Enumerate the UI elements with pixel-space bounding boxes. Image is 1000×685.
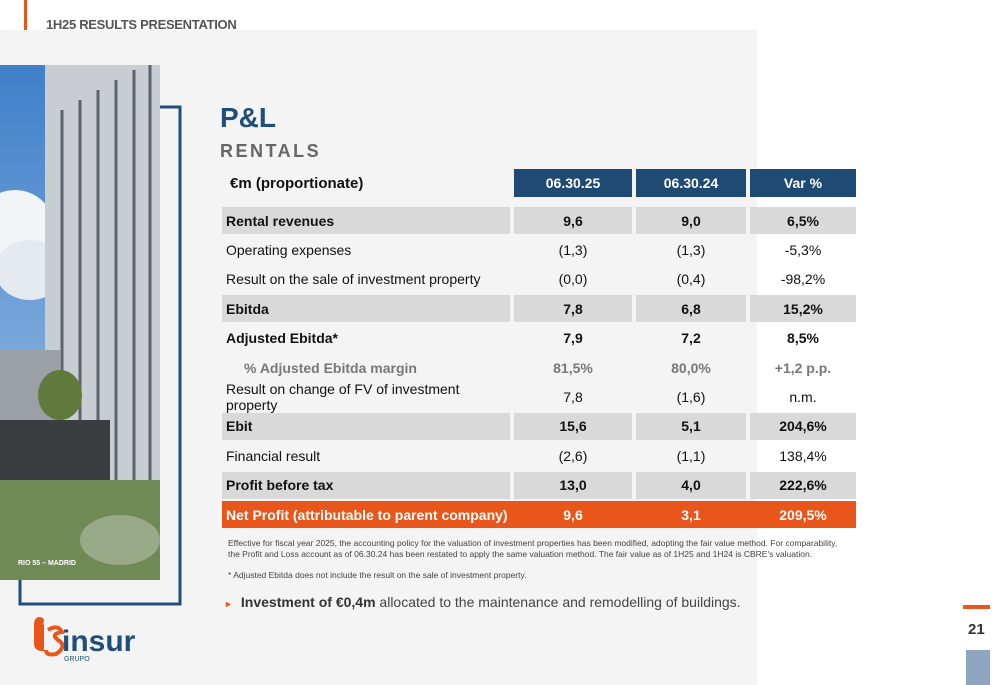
label-cell: % Adjusted Ebitda margin bbox=[244, 359, 417, 376]
value-cell: 9,6 bbox=[563, 506, 583, 523]
value-cell: 15,2% bbox=[750, 295, 856, 323]
header-cell: €m (proportionate) bbox=[230, 174, 364, 192]
logo-text: insur bbox=[62, 625, 136, 658]
logo-subtext: GRUPO bbox=[64, 656, 90, 663]
value-cell: 7,2 bbox=[681, 330, 701, 347]
footnote: * Adjusted Ebitda does not include the r… bbox=[228, 570, 527, 580]
value-cell: 80,0% bbox=[671, 359, 711, 376]
value-cell: (1,6) bbox=[676, 388, 706, 405]
bullet-bold: Investment of €0,4m bbox=[240, 594, 376, 610]
value-cell: 204,6% bbox=[750, 412, 856, 440]
value-cell: -98,2% bbox=[780, 271, 826, 288]
table-row: Result on the sale of investment propert… bbox=[222, 266, 856, 293]
value-cell: 3,1 bbox=[681, 506, 701, 523]
header-cell: Var % bbox=[750, 169, 856, 197]
table-row: Adjusted Ebitda* 7,9 7,2 8,5% bbox=[222, 325, 856, 352]
value-cell: 7,9 bbox=[563, 330, 583, 347]
label-cell: Adjusted Ebitda* bbox=[226, 330, 339, 347]
value-cell: (1,3) bbox=[676, 241, 706, 258]
label-cell: Net Profit (attributable to parent compa… bbox=[226, 506, 508, 523]
value-cell: +1,2 p.p. bbox=[774, 359, 832, 376]
label-cell: Profit before tax bbox=[222, 471, 510, 499]
table-row: Rental revenues 9,6 9,0 6,5% bbox=[222, 207, 856, 234]
table-row: Ebitda 7,8 6,8 15,2% bbox=[222, 295, 856, 323]
table-row: Profit before tax 13,0 4,0 222,6% bbox=[222, 471, 856, 499]
value-cell: 7,8 bbox=[563, 388, 583, 405]
page-accent bbox=[963, 605, 990, 609]
value-cell: 222,6% bbox=[750, 471, 856, 499]
table-row: Financial result (2,6) (1,1) 138,4% bbox=[222, 442, 856, 469]
value-cell: (1,1) bbox=[676, 447, 706, 464]
value-cell: 9,6 bbox=[514, 207, 632, 234]
value-cell: (0,0) bbox=[558, 271, 588, 288]
subtitle: RENTALS bbox=[220, 141, 322, 161]
label-cell: Rental revenues bbox=[222, 207, 510, 234]
label-cell: Financial result bbox=[226, 447, 321, 464]
value-cell: 8,5% bbox=[787, 330, 819, 347]
page-block bbox=[966, 650, 990, 685]
value-cell: -5,3% bbox=[784, 241, 822, 258]
value-cell: 4,0 bbox=[636, 471, 746, 499]
header-cell: 06.30.25 bbox=[514, 169, 632, 197]
header-cell: 06.30.24 bbox=[636, 169, 746, 197]
label-cell: Operating expenses bbox=[226, 241, 352, 258]
value-cell: 138,4% bbox=[779, 447, 827, 464]
label-cell: Ebit bbox=[222, 412, 510, 440]
value-cell: (1,3) bbox=[558, 241, 588, 258]
value-cell: 81,5% bbox=[553, 359, 593, 376]
bullet: ► Investment of €0,4m allocated to the ma… bbox=[224, 594, 741, 610]
value-cell: 15,6 bbox=[514, 412, 632, 440]
table-row: Ebit 15,6 5,1 204,6% bbox=[222, 412, 856, 440]
value-cell: 7,8 bbox=[514, 295, 632, 323]
value-cell: n.m. bbox=[789, 388, 817, 405]
title: P&L bbox=[220, 102, 276, 133]
table-header: €m (proportionate) 06.30.25 06.30.24 Var… bbox=[222, 169, 856, 197]
value-cell: (2,6) bbox=[558, 447, 588, 464]
label-cell: Ebitda bbox=[222, 295, 510, 323]
label-cell: Result on the sale of investment propert… bbox=[226, 271, 481, 288]
value-cell: (0,4) bbox=[676, 271, 706, 288]
value-cell: 9,0 bbox=[636, 207, 746, 234]
value-cell: 6,8 bbox=[636, 295, 746, 323]
table-row: Operating expenses (1,3) (1,3) -5,3% bbox=[222, 236, 856, 263]
photo-frame: RIO 55 – MADRID insur GRUPO bbox=[0, 65, 182, 663]
page-number: 21 bbox=[968, 621, 985, 638]
table-row: Result on change of FV of investment pro… bbox=[222, 380, 856, 413]
table-row: % Adjusted Ebitda margin 81,5% 80,0% +1,2 p… bbox=[222, 354, 856, 381]
value-cell: 209,5% bbox=[779, 506, 827, 523]
header-title: 1H25 RESULTS PRESENTATION bbox=[46, 17, 237, 32]
photo-caption: RIO 55 – MADRID bbox=[18, 560, 76, 567]
footnote: Effective for fiscal year 2025, the acco… bbox=[228, 538, 838, 559]
value-cell: 6,5% bbox=[750, 207, 856, 234]
label-cell: Result on change of FV of investment pro… bbox=[226, 380, 460, 413]
value-cell: 13,0 bbox=[514, 471, 632, 499]
value-cell: 5,1 bbox=[636, 412, 746, 440]
bullet-text: allocated to the maintenance and remodel… bbox=[375, 594, 741, 610]
table-row: Net Profit (attributable to parent compa… bbox=[222, 501, 856, 528]
header-accent bbox=[24, 0, 27, 30]
